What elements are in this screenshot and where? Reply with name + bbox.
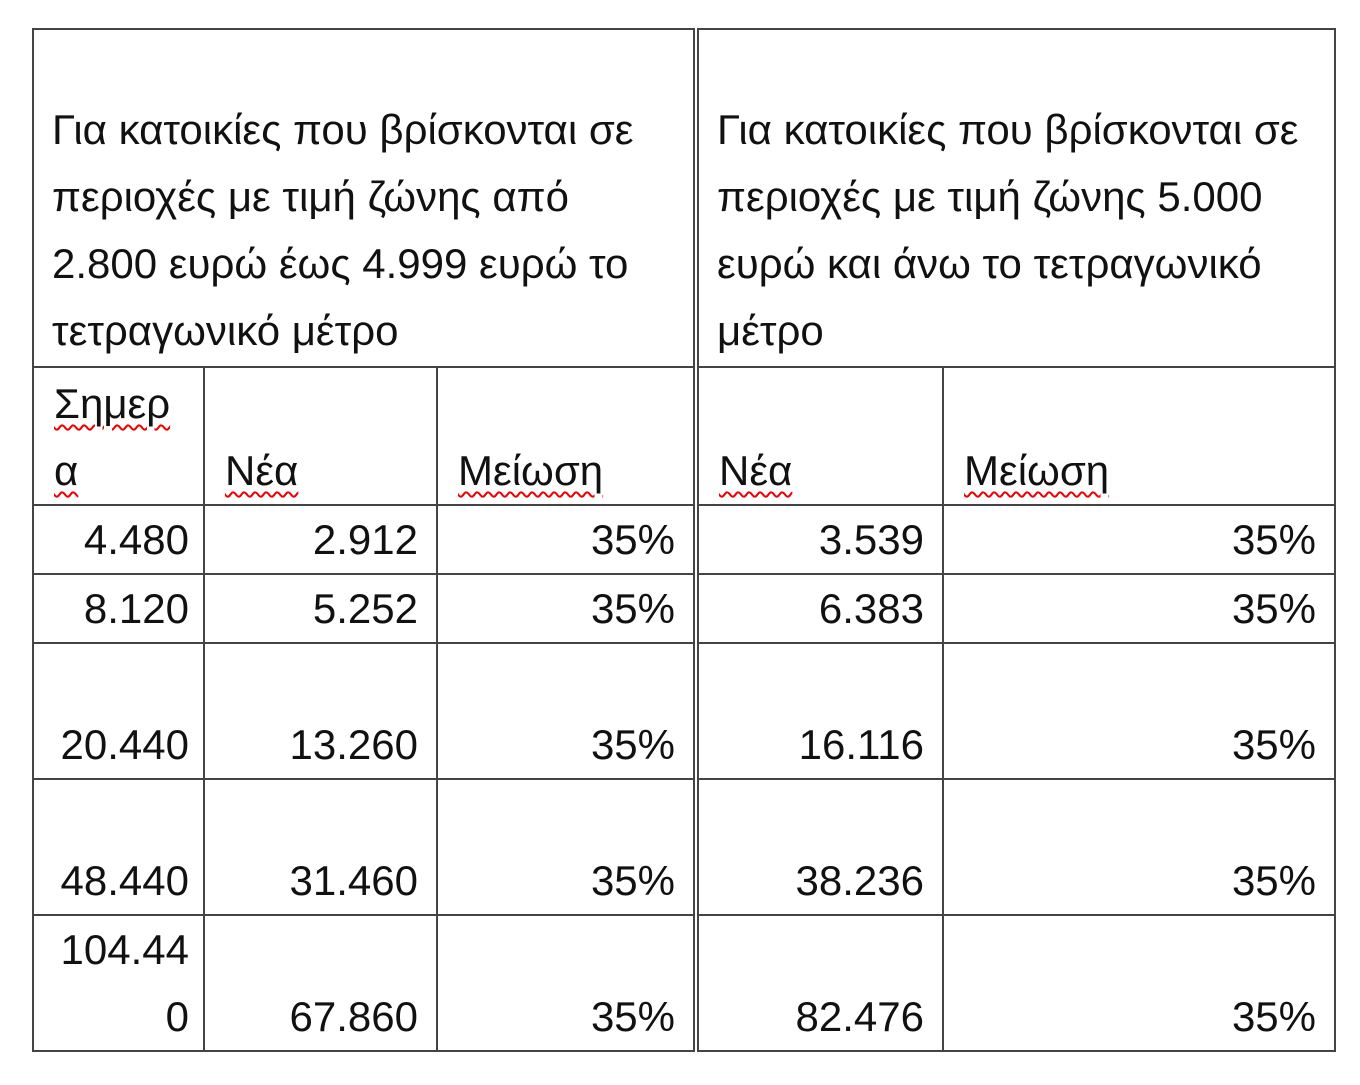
data-cell: 104.440 bbox=[32, 914, 205, 1052]
data-cell: 35% bbox=[436, 778, 699, 916]
data-cell: 38.236 bbox=[695, 778, 944, 916]
data-cell: 16.116 bbox=[695, 642, 944, 780]
column-header-text: Μείωση bbox=[964, 447, 1110, 494]
data-cell: 8.120 bbox=[32, 573, 205, 644]
column-header-row: Σημερα Νέα Μείωση Νέα Μείωση bbox=[32, 366, 1337, 506]
header-cell: Για κατοικίες που βρίσκονται σε περιοχές… bbox=[32, 28, 699, 368]
data-cell: 35% bbox=[436, 504, 699, 575]
data-row: 4.480 2.912 35% 3.539 35% bbox=[32, 504, 1337, 575]
data-cell: 31.460 bbox=[203, 778, 438, 916]
data-row: 20.440 13.260 35% 16.116 35% bbox=[32, 642, 1337, 780]
column-header-text: Μείωση bbox=[458, 447, 604, 494]
data-cell: 67.860 bbox=[203, 914, 438, 1052]
data-row: 8.120 5.252 35% 6.383 35% bbox=[32, 573, 1337, 644]
column-header: Μείωση bbox=[436, 366, 699, 506]
data-cell: 35% bbox=[436, 573, 699, 644]
column-header-text: Νέα bbox=[719, 447, 793, 494]
data-cell: 82.476 bbox=[695, 914, 944, 1052]
data-cell: 2.912 bbox=[203, 504, 438, 575]
data-row: 48.440 31.460 35% 38.236 35% bbox=[32, 778, 1337, 916]
column-header-text: Σημερα bbox=[54, 380, 171, 494]
data-cell: 6.383 bbox=[695, 573, 944, 644]
header-row: Για κατοικίες που βρίσκονται σε περιοχές… bbox=[32, 28, 1337, 368]
data-cell: 3.539 bbox=[695, 504, 944, 575]
data-cell: 35% bbox=[941, 573, 1337, 644]
data-cell: 4.480 bbox=[32, 504, 205, 575]
data-cell: 35% bbox=[941, 778, 1337, 916]
column-header: Σημερα bbox=[32, 366, 205, 506]
data-cell: 48.440 bbox=[32, 778, 205, 916]
data-row: 104.440 67.860 35% 82.476 35% bbox=[32, 914, 1337, 1052]
data-cell: 35% bbox=[941, 642, 1337, 780]
data-cell: 35% bbox=[941, 504, 1337, 575]
column-header: Νέα bbox=[203, 366, 438, 506]
data-table: Για κατοικίες που βρίσκονται σε περιοχές… bbox=[32, 28, 1337, 1052]
header-cell: Για κατοικίες που βρίσκονται σε περιοχές… bbox=[694, 28, 1337, 368]
data-cell: 5.252 bbox=[203, 573, 438, 644]
column-header: Νέα bbox=[695, 366, 944, 506]
data-cell: 35% bbox=[941, 914, 1337, 1052]
data-cell: 35% bbox=[436, 642, 699, 780]
data-cell: 13.260 bbox=[203, 642, 438, 780]
data-cell: 35% bbox=[436, 914, 699, 1052]
data-cell: 20.440 bbox=[32, 642, 205, 780]
column-header-text: Νέα bbox=[225, 447, 299, 494]
column-header: Μείωση bbox=[941, 366, 1337, 506]
